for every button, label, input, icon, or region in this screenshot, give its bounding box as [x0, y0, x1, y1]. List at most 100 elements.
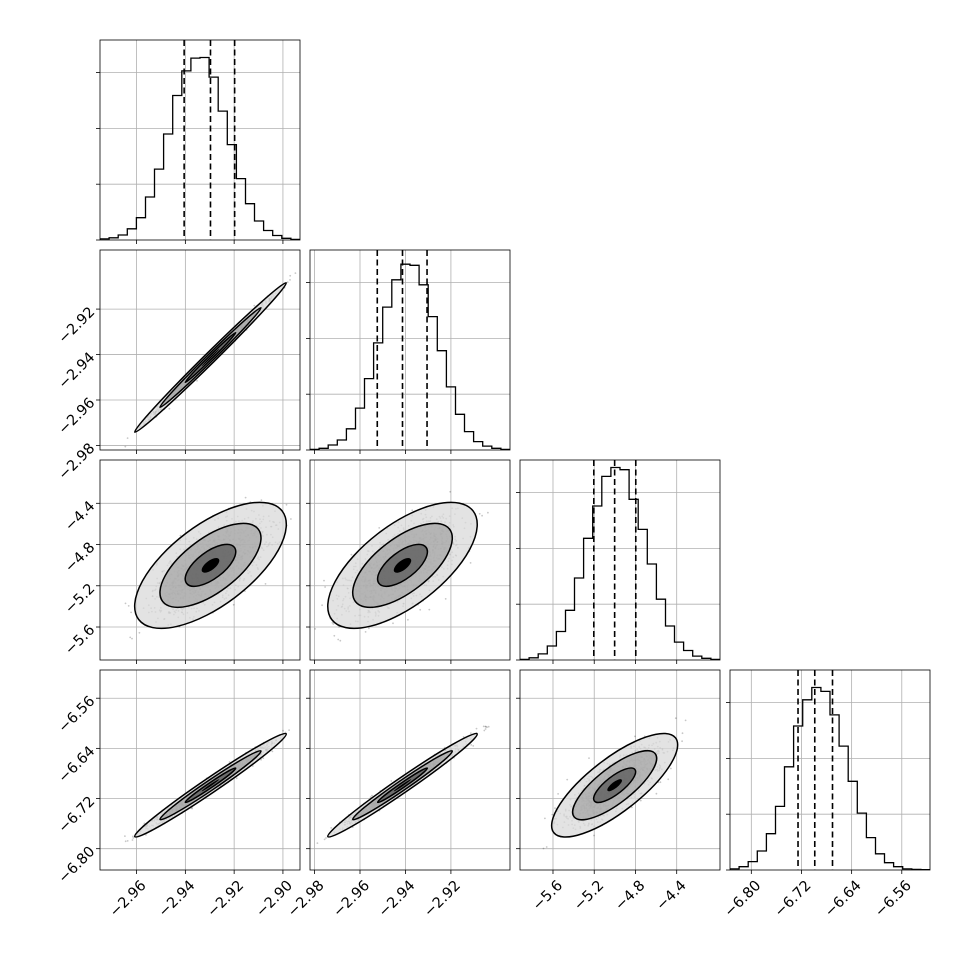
y-tick-label: −6.72 — [56, 794, 99, 837]
panel-scatter-2-1 — [306, 459, 511, 664]
sample-point — [419, 608, 422, 611]
panel-frame — [519, 459, 721, 661]
sample-point — [127, 605, 130, 607]
y-tick-label: −5.6 — [62, 622, 98, 658]
contour-line — [133, 501, 288, 630]
y-tick-label: −2.96 — [56, 395, 99, 438]
contour-line — [133, 282, 288, 433]
sample-point — [285, 503, 288, 506]
sample-point — [306, 476, 308, 478]
density-peak — [393, 558, 412, 573]
panel-scatter-3-0: −2.96 −2.94 −2.92 −2.90−6.80−6.72−6.64−6.56 — [56, 669, 301, 921]
contour-line — [184, 331, 237, 384]
density-fill — [327, 501, 478, 630]
sample-point — [350, 553, 353, 556]
sample-point — [324, 586, 326, 588]
sample-point — [289, 274, 292, 277]
sample-point — [124, 445, 127, 448]
histogram-step — [100, 56, 300, 240]
sample-point — [251, 765, 254, 767]
sample-point — [262, 757, 265, 760]
sample-point — [469, 562, 472, 564]
contour-line — [184, 543, 237, 588]
sample-point — [378, 527, 381, 529]
contour-line — [159, 306, 262, 409]
contour-line — [376, 543, 429, 588]
sample-point — [179, 534, 182, 537]
sample-point — [232, 603, 235, 606]
sample-point — [228, 761, 231, 763]
sample-point — [260, 758, 262, 761]
sample-point — [129, 636, 132, 639]
panel-hist-1 — [306, 249, 511, 454]
panel-frame — [309, 249, 511, 451]
y-tick-label: −2.98 — [56, 441, 99, 484]
x-tick-label: −2.92 — [204, 878, 247, 921]
contour-line — [351, 522, 454, 609]
panel-hist-2 — [516, 459, 721, 664]
y-tick-label: −4.8 — [62, 540, 98, 576]
sample-point — [138, 631, 141, 634]
sample-point — [339, 639, 342, 642]
y-tick-label: −6.64 — [56, 743, 99, 786]
sample-point — [260, 499, 263, 502]
sample-point — [196, 379, 198, 382]
density-fill — [133, 282, 288, 433]
sample-point — [290, 518, 292, 520]
sample-point — [411, 509, 414, 512]
density-peak — [201, 348, 220, 367]
panel-scatter-2-0: −5.6 −5.2 −4.8 −4.4 — [62, 459, 308, 664]
sample-point — [126, 437, 129, 439]
sample-point — [307, 641, 309, 643]
sample-point — [481, 514, 483, 517]
sample-point — [286, 281, 289, 284]
sample-point — [333, 634, 336, 637]
sample-point — [124, 602, 127, 605]
panel-frame — [309, 459, 511, 661]
histogram-step — [310, 263, 510, 450]
sample-point — [321, 604, 323, 607]
sample-point — [428, 608, 431, 611]
x-tick-label: −2.94 — [156, 878, 199, 921]
sample-point — [331, 621, 334, 624]
panel-frame — [99, 39, 301, 241]
sample-point — [132, 835, 134, 838]
y-tick-label: −6.56 — [56, 693, 99, 736]
sample-point — [126, 840, 129, 842]
sample-point — [368, 627, 370, 630]
sample-point — [449, 490, 452, 493]
panel-frame — [99, 249, 301, 451]
sample-point — [103, 460, 105, 462]
density-fill — [133, 501, 288, 630]
sample-point — [332, 623, 335, 625]
sample-point — [323, 579, 325, 582]
x-tick-label: −2.96 — [107, 878, 150, 921]
sample-point — [444, 598, 447, 600]
sample-point — [337, 638, 340, 641]
panel-scatter-1-0: −2.98−2.96−2.94−2.92 — [56, 249, 301, 484]
sample-point — [168, 407, 171, 410]
sample-point — [392, 622, 394, 625]
histogram-step — [520, 466, 720, 660]
y-tick-label: −2.92 — [56, 304, 99, 347]
y-tick-label: −6.80 — [56, 844, 99, 887]
sample-point — [244, 496, 247, 499]
sample-point — [132, 837, 135, 839]
contour-line — [159, 522, 262, 609]
density-peak — [201, 558, 220, 573]
sample-point — [289, 279, 291, 281]
sample-point — [294, 272, 297, 274]
panel-frame — [99, 459, 301, 661]
sample-point — [131, 839, 134, 841]
sample-point — [478, 512, 481, 515]
y-tick-label: −5.2 — [62, 581, 98, 617]
sample-point — [143, 822, 146, 825]
y-tick-label: −4.4 — [62, 498, 98, 534]
sample-point — [487, 511, 489, 514]
sample-point — [271, 750, 274, 753]
sample-point — [314, 628, 317, 630]
contour-line — [327, 501, 478, 630]
sample-point — [130, 611, 133, 614]
sample-point — [131, 637, 133, 640]
